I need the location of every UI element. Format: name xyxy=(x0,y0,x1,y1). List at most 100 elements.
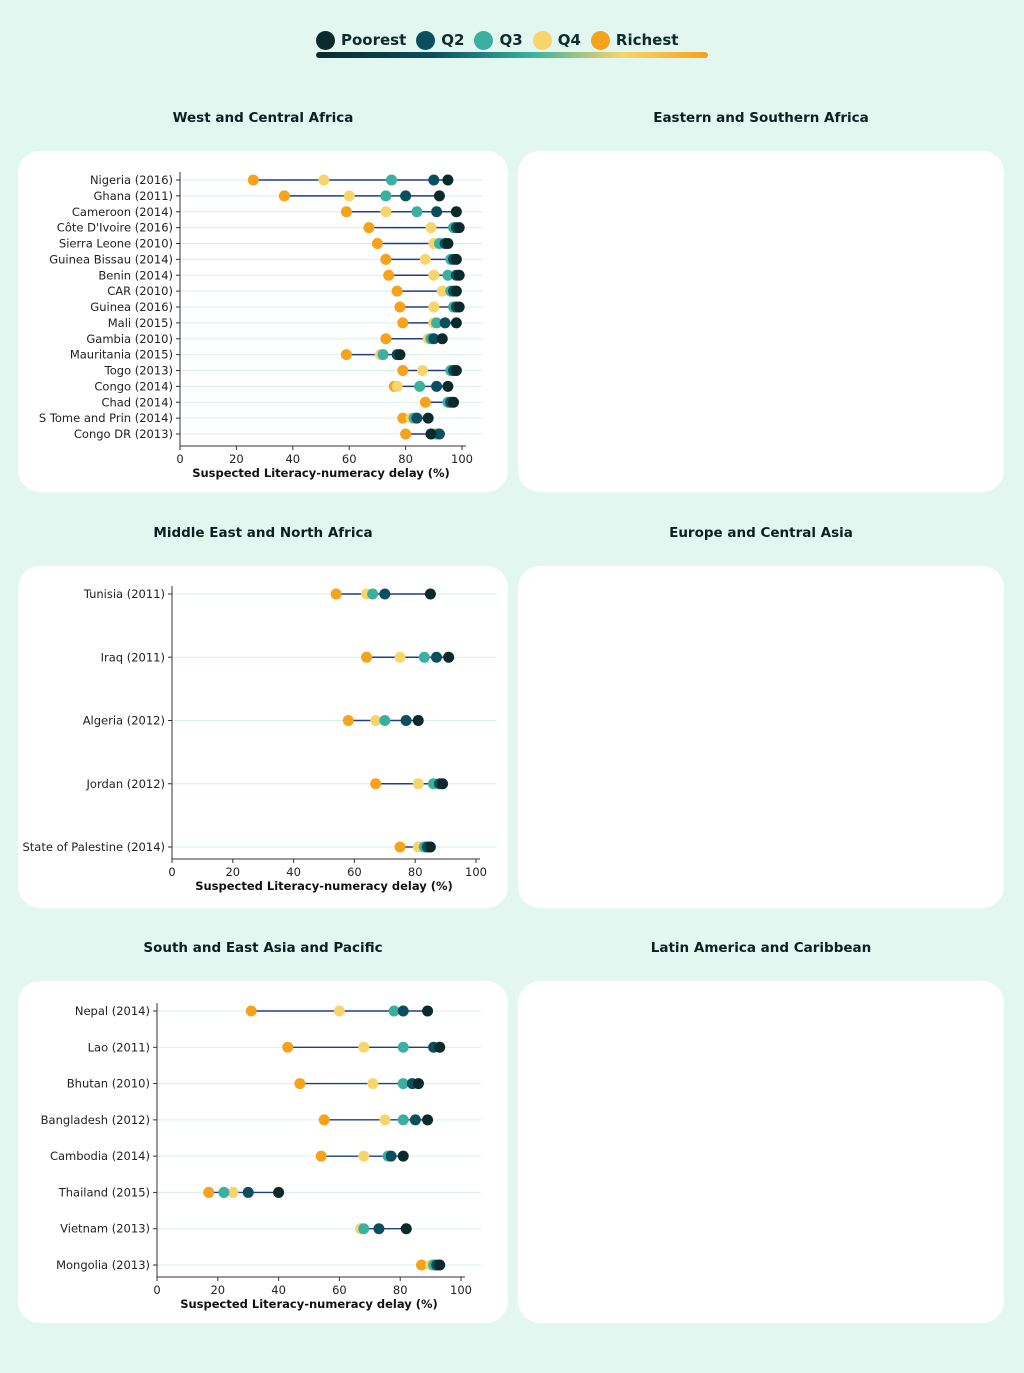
legend-dot-richest xyxy=(590,30,610,50)
point-poorest xyxy=(450,253,462,265)
point-richest xyxy=(394,301,406,313)
legend-label: Q3 xyxy=(499,31,523,49)
category-label: Togo (2013) xyxy=(104,364,173,378)
point-poorest xyxy=(397,1150,409,1162)
point-q3 xyxy=(411,206,423,218)
chart-svg-middle-east-and-north-africa: 0 20 40 60 80 100 Suspected Literacy-numeracy … xyxy=(22,586,496,893)
category-label: Jordan (2012) xyxy=(86,777,165,791)
panel-title-latin-america-and-caribbean: Latin America and Caribbean xyxy=(650,940,872,956)
x-tick-label: 40 xyxy=(285,452,300,466)
point-q2 xyxy=(428,333,440,345)
point-q4 xyxy=(428,301,440,313)
x-tick-label: 100 xyxy=(451,452,473,466)
category-label: Iraq (2011) xyxy=(101,650,165,664)
point-richest xyxy=(380,333,392,345)
category-label: Guinea Bissau (2014) xyxy=(49,252,173,266)
point-q4 xyxy=(379,1114,391,1126)
point-richest xyxy=(315,1150,327,1162)
legend-dot-q2 xyxy=(416,30,436,50)
point-richest xyxy=(318,1114,330,1126)
chart-panel-middle-east-and-north-africa: 0 20 40 60 80 100 Suspected Literacy-numeracy … xyxy=(18,566,508,908)
point-poorest xyxy=(443,651,455,663)
point-q4 xyxy=(394,651,406,663)
legend-item-q4: Q4 xyxy=(532,30,581,50)
x-tick-label: 60 xyxy=(347,865,362,879)
point-q2 xyxy=(433,428,445,440)
point-q2 xyxy=(409,1114,421,1126)
category-label: Thailand (2015) xyxy=(58,1185,150,1199)
x-tick-label: 80 xyxy=(408,865,423,879)
category-label: Gambia (2010) xyxy=(86,332,173,346)
point-poorest xyxy=(394,349,406,361)
point-poorest xyxy=(433,190,445,202)
point-q2 xyxy=(400,715,412,726)
point-richest xyxy=(383,269,395,281)
category-label: CAR (2010) xyxy=(107,284,173,298)
x-axis-title: Suspected Literacy-numeracy delay (%) xyxy=(195,879,453,893)
legend-item-richest: Richest xyxy=(590,30,679,50)
point-poorest xyxy=(425,428,437,440)
point-q2 xyxy=(431,206,443,218)
category-label: Sierra Leone (2010) xyxy=(59,237,173,251)
category-label: Nigeria (2016) xyxy=(90,173,173,187)
point-q2 xyxy=(385,1150,397,1162)
panel-title-west-and-central-africa: West and Central Africa xyxy=(172,110,354,126)
point-poorest xyxy=(448,396,460,408)
point-richest xyxy=(370,778,382,790)
point-richest xyxy=(380,253,392,265)
legend: Poorest Q2 Q3 Q4 Richest xyxy=(316,28,708,62)
point-q3 xyxy=(386,174,397,186)
point-richest xyxy=(415,1259,427,1271)
legend-label: Richest xyxy=(615,31,679,49)
category-label: Congo DR (2013) xyxy=(74,427,173,441)
point-q4 xyxy=(343,190,355,202)
point-q3 xyxy=(388,1005,400,1017)
category-label: Congo (2014) xyxy=(94,379,173,393)
point-q2 xyxy=(242,1186,254,1198)
x-axis-title: Suspected Literacy-numeracy delay (%) xyxy=(192,466,450,480)
point-q3 xyxy=(377,349,389,361)
point-richest xyxy=(203,1186,215,1198)
legend-items: Poorest Q2 Q3 Q4 Richest xyxy=(316,28,708,52)
point-q2 xyxy=(379,588,391,600)
point-q4 xyxy=(358,1150,370,1162)
point-richest xyxy=(361,651,373,663)
point-q4 xyxy=(436,285,448,297)
category-label: S Tome and Prin (2014) xyxy=(39,411,173,425)
category-label: Cambodia (2014) xyxy=(50,1149,150,1163)
point-poorest xyxy=(442,238,454,249)
point-q3 xyxy=(367,588,379,600)
point-q4 xyxy=(380,206,392,218)
legend-item-poorest: Poorest xyxy=(316,30,406,50)
category-label: Mauritania (2015) xyxy=(70,348,173,362)
x-tick-label: 20 xyxy=(229,452,244,466)
point-q3 xyxy=(397,1114,409,1126)
point-poorest xyxy=(422,1005,434,1017)
point-poorest xyxy=(437,778,449,790)
x-tick-label: 20 xyxy=(225,865,240,879)
panel-title-south-and-east-asia-and-pacific: South and East Asia and Pacific xyxy=(143,940,383,956)
point-richest xyxy=(247,174,259,186)
point-q3 xyxy=(218,1186,230,1198)
point-richest xyxy=(278,190,290,202)
legend-item-q3: Q3 xyxy=(474,30,523,50)
point-poorest xyxy=(412,715,424,726)
point-poorest xyxy=(273,1186,285,1198)
x-tick-label: 40 xyxy=(286,865,301,879)
x-tick-label: 40 xyxy=(271,1283,286,1297)
category-label: Bhutan (2010) xyxy=(67,1077,150,1091)
point-poorest xyxy=(436,333,448,345)
point-poorest xyxy=(422,412,434,424)
x-axis-title: Suspected Literacy-numeracy delay (%) xyxy=(180,1297,438,1311)
point-q4 xyxy=(367,1078,379,1090)
point-q3 xyxy=(358,1223,370,1235)
point-q2 xyxy=(430,651,442,663)
point-poorest xyxy=(434,1259,446,1271)
point-q2 xyxy=(373,1223,385,1235)
point-q4 xyxy=(358,1041,370,1053)
point-poorest xyxy=(442,380,454,392)
category-label: Algeria (2012) xyxy=(83,714,165,728)
legend-dot-q4 xyxy=(532,30,552,50)
point-q3 xyxy=(418,651,430,663)
point-richest xyxy=(371,238,383,249)
